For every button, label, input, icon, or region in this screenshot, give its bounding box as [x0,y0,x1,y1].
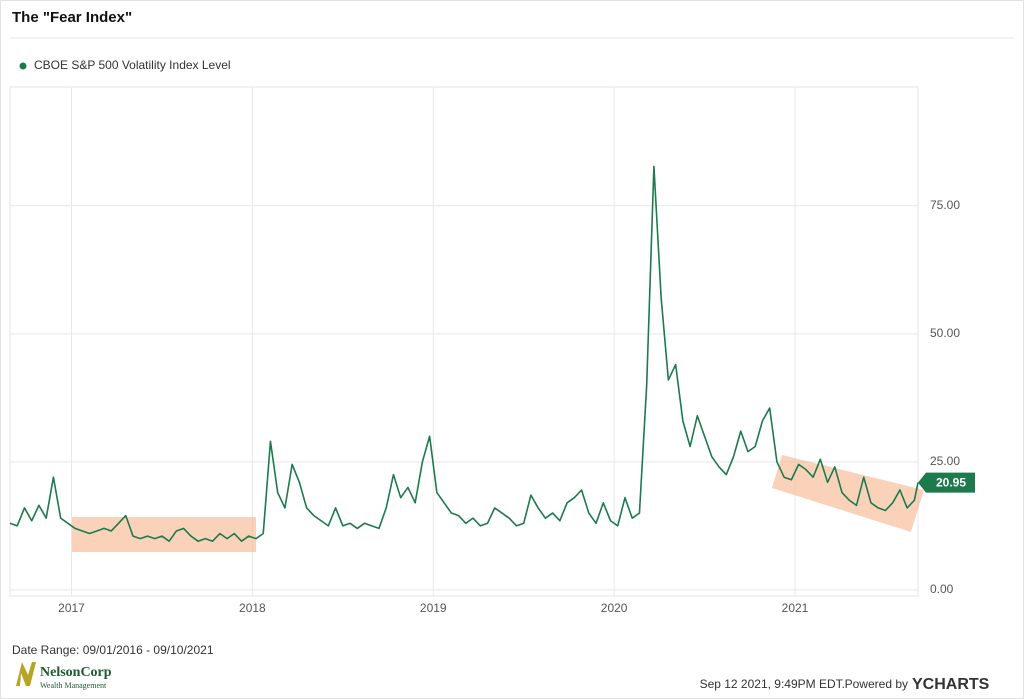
last-value-tag [918,472,975,493]
timestamp: Sep 12 2021, 9:49PM EDT. [700,677,845,691]
x-tick-label: 2021 [782,601,809,615]
logo-name: NelsonCorp [40,665,112,680]
marks: 20.95 [9,165,975,543]
highlight-band [72,517,256,552]
x-tick-label: 2017 [58,601,85,615]
legend-label: CBOE S&P 500 Volatility Index Level [34,58,231,72]
y-tick-label: 50.00 [930,326,960,340]
x-tick-label: 2020 [601,601,628,615]
x-tick-label: 2018 [239,601,266,615]
logo-tagline: Wealth Management [40,681,107,690]
series-line [9,165,919,543]
legend-marker [19,62,27,70]
brand: YCHARTS [912,676,990,693]
plot-border [9,86,919,597]
y-tick-label: 75.00 [930,198,960,212]
chart-title: The "Fear Index" [12,9,132,26]
powered-by: Powered by [845,677,908,691]
logo-icon [16,662,36,686]
date-range: Date Range: 09/01/2016 - 09/10/2021 [12,643,214,657]
plot-area: 0.00 25.00 50.00 75.00 2017 2018 2019 2020 2021 [9,86,960,615]
last-value-label: 20.95 [936,476,966,490]
y-tick-label: 25.00 [930,454,960,468]
y-tick-label: 0.00 [930,582,954,596]
x-tick-label: 2019 [420,601,447,615]
